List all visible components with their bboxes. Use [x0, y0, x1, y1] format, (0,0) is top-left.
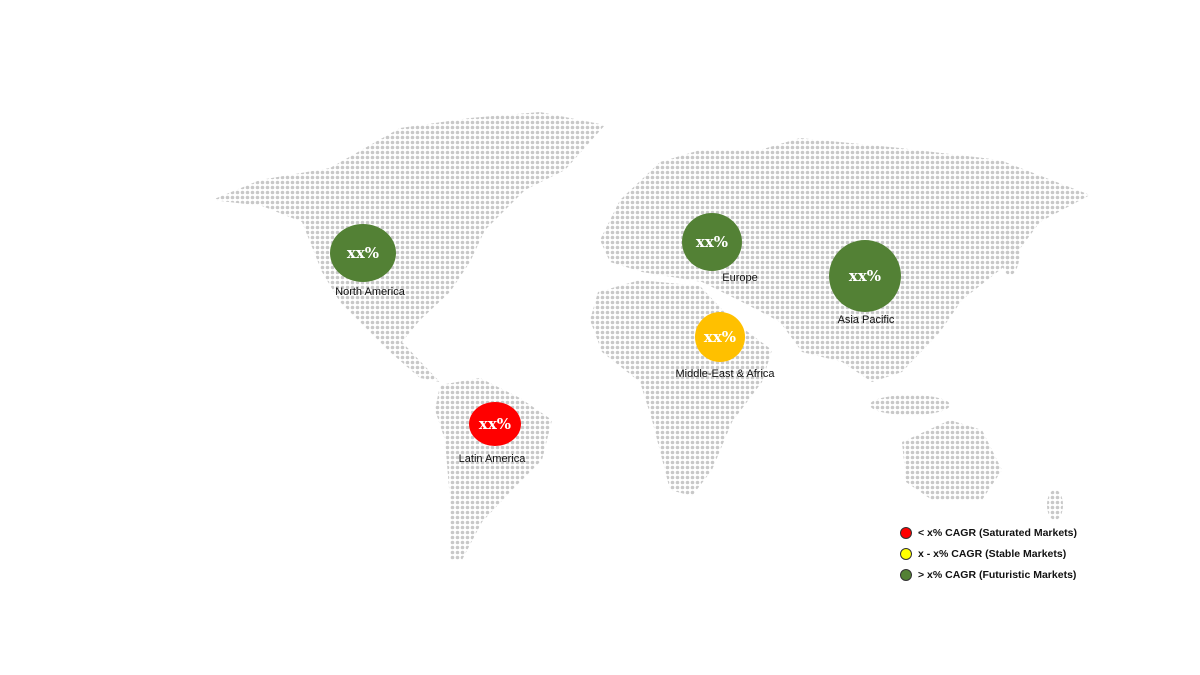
north-america-label: North America — [335, 286, 405, 298]
legend-item-futuristic: > x% CAGR (Futuristic Markets) — [900, 564, 1077, 585]
asia-pacific-value: xx% — [848, 267, 882, 285]
indonesia-landmass — [870, 395, 950, 415]
north-america-landmass — [212, 112, 605, 382]
europe-value: xx% — [695, 233, 729, 251]
yellow-dot-icon — [900, 547, 912, 560]
asia-pacific-label: Asia Pacific — [837, 314, 895, 326]
asia-pacific-bubble: xx% — [829, 240, 901, 312]
north-america-bubble: xx% — [330, 224, 396, 282]
north-america-value: xx% — [346, 244, 380, 262]
middle-east-africa-value: xx% — [703, 328, 737, 346]
legend-item-stable: x - x% CAGR (Stable Markets) — [900, 543, 1077, 564]
africa-landmass — [590, 280, 772, 496]
red-dot-icon — [900, 526, 912, 539]
europe-label: Europe — [722, 272, 758, 284]
new-zealand-landmass — [1047, 490, 1063, 520]
legend-label: > x% CAGR (Futuristic Markets) — [918, 568, 1077, 581]
latin-america-label: Latin America — [458, 453, 526, 465]
australia-landmass — [902, 420, 1002, 500]
japan-landmass — [1000, 225, 1020, 275]
middle-east-africa-bubble: xx% — [695, 312, 745, 362]
legend-label: < x% CAGR (Saturated Markets) — [918, 526, 1078, 539]
south-america-landmass — [435, 378, 552, 560]
legend-item-saturated: < x% CAGR (Saturated Markets) — [900, 522, 1077, 543]
legend-label: x - x% CAGR (Stable Markets) — [918, 547, 1067, 560]
latin-america-bubble: xx% — [469, 402, 521, 446]
middle-east-africa-label: Middle-East & Africa — [675, 368, 775, 380]
latin-america-value: xx% — [478, 415, 512, 433]
legend: < x% CAGR (Saturated Markets) x - x% CAG… — [900, 522, 1077, 585]
europe-bubble: xx% — [682, 213, 742, 271]
green-dot-icon — [900, 568, 912, 581]
